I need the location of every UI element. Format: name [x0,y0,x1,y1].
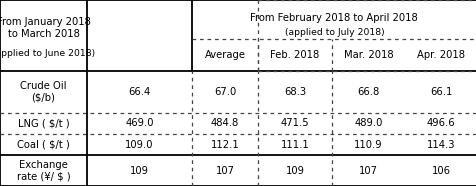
Text: 107: 107 [215,166,234,176]
Text: 109: 109 [129,166,149,176]
Text: (applied to July 2018): (applied to July 2018) [284,28,383,37]
Text: 67.0: 67.0 [213,87,236,97]
Text: Feb. 2018: Feb. 2018 [270,50,319,60]
Text: 66.4: 66.4 [128,87,150,97]
Text: 66.1: 66.1 [429,87,451,97]
Text: From January 2018
to March 2018: From January 2018 to March 2018 [0,17,90,39]
Text: 107: 107 [358,166,377,176]
Text: 106: 106 [431,166,450,176]
Text: Average: Average [204,50,245,60]
Text: 111.1: 111.1 [280,140,309,150]
Text: Exchange
rate (¥/ $ ): Exchange rate (¥/ $ ) [17,160,70,182]
Text: 109.0: 109.0 [125,140,153,150]
Text: 68.3: 68.3 [283,87,306,97]
Text: (applied to June 2018): (applied to June 2018) [0,49,95,58]
Text: Crude Oil
($/b): Crude Oil ($/b) [20,81,67,102]
Text: Mar. 2018: Mar. 2018 [343,50,393,60]
Text: 469.0: 469.0 [125,118,153,128]
Text: 114.3: 114.3 [426,140,455,150]
Text: Apr. 2018: Apr. 2018 [416,50,464,60]
Text: 109: 109 [285,166,304,176]
Text: 496.6: 496.6 [426,118,455,128]
Text: LNG ( $/t ): LNG ( $/t ) [18,118,69,128]
Text: 471.5: 471.5 [280,118,308,128]
Text: 489.0: 489.0 [354,118,382,128]
Text: 66.8: 66.8 [357,87,379,97]
Text: From February 2018 to April 2018: From February 2018 to April 2018 [250,13,417,23]
Text: 112.1: 112.1 [210,140,239,150]
Text: 484.8: 484.8 [210,118,238,128]
Text: 110.9: 110.9 [353,140,382,150]
Text: Coal ( $/t ): Coal ( $/t ) [17,140,70,150]
